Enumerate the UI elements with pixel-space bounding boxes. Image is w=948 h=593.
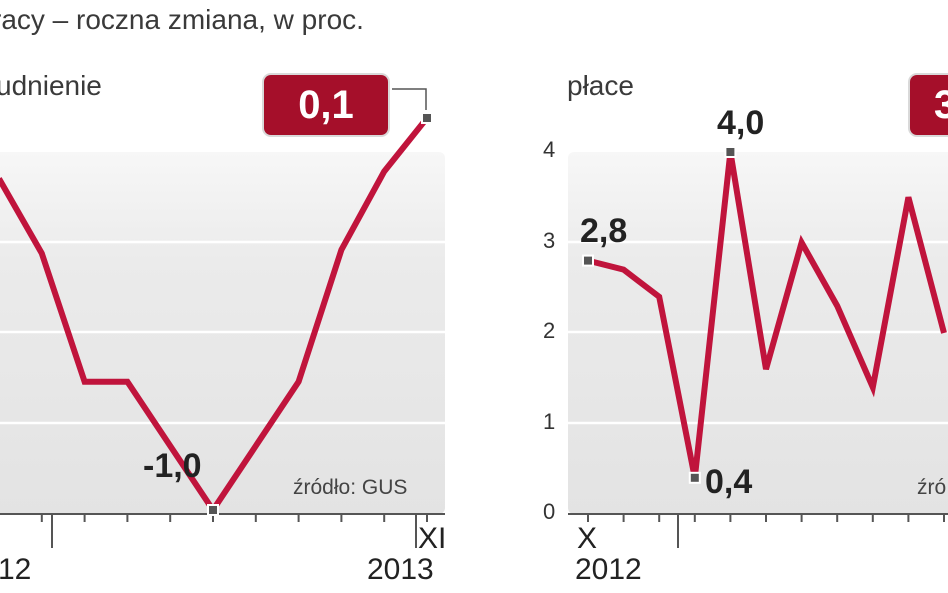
value-badge-employment: 0,1: [264, 75, 388, 135]
x-label-year-end: 2013: [367, 553, 434, 586]
point-marker: [688, 471, 701, 484]
y-tick-1: 1: [543, 409, 556, 434]
chart-title: racy – roczna zmiana, w proc.: [0, 4, 364, 35]
badge-connector: [392, 88, 427, 110]
y-tick-4: 4: [543, 137, 556, 162]
x-label-month-end: XI: [418, 522, 447, 555]
data-label-start: 2,8: [580, 212, 628, 250]
point-marker: [421, 112, 433, 124]
x-label-month-start: X: [577, 522, 598, 555]
x-label-year-start: 2012: [575, 553, 642, 586]
y-tick-2: 2: [543, 318, 556, 343]
series-line: [587, 151, 947, 479]
value-badge-wages: 3: [910, 75, 948, 135]
data-label-min: 0,4: [705, 463, 753, 501]
wages-chart: [568, 146, 948, 548]
data-label-max: 4,0: [717, 104, 765, 142]
point-marker: [724, 146, 737, 158]
y-tick-3: 3: [543, 228, 556, 253]
source-label: źródło: GUS: [293, 476, 408, 499]
employment-label: udnienie: [0, 70, 102, 101]
data-label-min: -1,0: [143, 447, 202, 485]
employment-chart: [0, 88, 445, 548]
x-label-year-start: 12: [0, 553, 32, 586]
y-tick-0: 0: [543, 499, 556, 524]
point-marker: [207, 504, 219, 516]
source-label: źró: [917, 476, 947, 499]
wages-label: płace: [567, 70, 634, 101]
point-marker: [582, 254, 594, 267]
